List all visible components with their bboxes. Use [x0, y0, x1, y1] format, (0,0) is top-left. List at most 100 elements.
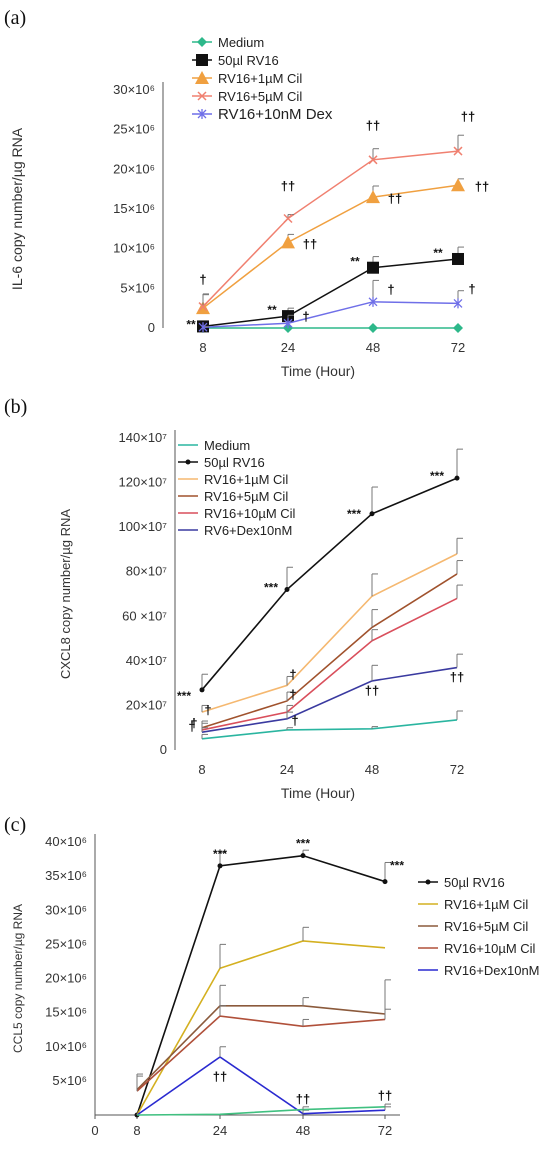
legend-label: RV16+1µM Cil: [204, 472, 288, 487]
panel-a: (a) 0 5×10⁶ 10×10⁶ 15×10⁶ 20×10⁶ 25×10⁶ 30×10⁶ 8…: [0, 0, 550, 385]
significance-label: **: [186, 317, 196, 331]
series-5: † †††††: [188, 653, 464, 734]
data-point: [368, 155, 378, 165]
legend-swatch-marker: [196, 54, 208, 66]
data-point: [199, 687, 205, 693]
series-3: †† †† ††: [198, 109, 475, 312]
legend-swatch-marker: [185, 459, 191, 465]
series-2: [201, 537, 463, 713]
series-line: [136, 1015, 386, 1092]
series-line: [202, 301, 459, 328]
significance-label: ††: [475, 179, 489, 194]
significance-label: †: [188, 719, 195, 734]
legend-label: RV16+10µM Cil: [204, 506, 296, 521]
y-tick-label: 100×10⁷: [119, 519, 168, 534]
series-line: [136, 940, 386, 1116]
y-tick-label: 5×10⁶: [120, 280, 155, 295]
y-tick-label: 5×10⁶: [52, 1073, 87, 1088]
series-line: [202, 150, 459, 308]
legend-label: Medium: [204, 438, 250, 453]
significance-label: ††: [365, 683, 379, 698]
series-line: [136, 1106, 386, 1116]
data-point: [453, 323, 463, 333]
y-tick-label: 0: [160, 742, 167, 757]
series-3: [201, 560, 463, 729]
series-4: † † †: [198, 279, 476, 333]
legend-swatch-marker: [195, 71, 209, 84]
data-point: [368, 296, 378, 307]
chart-cxcl8: (b) 0 20×10⁷ 40×10⁷ 60 ×10⁷ 80×10⁷ 100×10⁷ 120×…: [4, 396, 464, 801]
legend-label: RV16+1µM Cil: [218, 71, 302, 86]
legend-label: RV16+Dex10nM: [444, 963, 540, 978]
y-tick-label: 0: [148, 320, 155, 335]
chart-ccl5: (c) 5×10⁶ 10×10⁶ 15×10⁶ 20×10⁶ 25×10⁶ 30×10⁶ 35…: [4, 814, 540, 1138]
data-point: [453, 298, 463, 309]
y-tick-label: 10×10⁶: [45, 1039, 87, 1054]
y-tick-label: 20×10⁶: [45, 971, 87, 986]
y-tick-label: 40×10⁷: [126, 653, 168, 668]
data-point: [452, 252, 464, 265]
significance-label: ††: [366, 118, 380, 133]
x-tick-label: 24: [213, 1123, 227, 1138]
data-point: [284, 587, 290, 593]
legend-label: RV6+Dex10nM: [204, 523, 292, 538]
y-tick-label: 20×10⁶: [113, 161, 155, 176]
significance-label: **: [433, 246, 443, 260]
significance-label: ††: [303, 236, 317, 251]
significance-label: †: [289, 667, 296, 682]
series-1: ** ** ** **: [186, 246, 464, 333]
y-tick-label: 25×10⁶: [45, 936, 87, 951]
y-axis-title: IL-6 copy number/µg RNA: [9, 127, 25, 290]
significance-label: †: [190, 715, 197, 730]
legend-label: RV16+5µM Cil: [204, 489, 288, 504]
x-axis-title: Time (Hour): [281, 785, 355, 801]
chart-il6: (a) 0 5×10⁶ 10×10⁶ 15×10⁶ 20×10⁶ 25×10⁶ 30×10⁶ 8…: [4, 7, 489, 379]
panel-label: (a): [4, 7, 26, 29]
panel-label: (b): [4, 396, 27, 418]
series-line: [201, 477, 458, 691]
significance-label: †: [387, 282, 394, 297]
significance-label: ††: [388, 191, 402, 206]
data-point: [368, 323, 378, 333]
y-tick-label: 20×10⁷: [126, 697, 168, 712]
y-tick-label: 80×10⁷: [126, 564, 168, 579]
significance-label: ***: [430, 469, 444, 483]
legend-label: RV16+10µM Cil: [444, 941, 536, 956]
legend-swatch-marker: [197, 37, 207, 47]
data-point: [283, 318, 293, 329]
series-1: *** *** *** ***: [177, 448, 463, 703]
y-tick-label: 10×10⁶: [113, 241, 155, 256]
significance-label: **: [350, 255, 360, 269]
data-point: [217, 863, 223, 869]
legend-label: RV16+5µM Cil: [444, 919, 528, 934]
y-tick-label: 140×10⁷: [119, 430, 168, 445]
series-2: †††††††: [196, 178, 489, 315]
significance-label: †: [302, 309, 309, 324]
legend-label: 50µl RV16: [204, 455, 265, 470]
legend-label: 50µl RV16: [444, 875, 505, 890]
data-point: [198, 322, 208, 333]
series-5: [136, 1103, 391, 1116]
y-tick-label: 30×10⁶: [113, 82, 155, 97]
significance-label: ***: [264, 581, 278, 595]
significance-label: †: [291, 713, 298, 728]
y-tick-label: 15×10⁶: [45, 1005, 87, 1020]
series-2: [136, 979, 391, 1091]
series-line: [202, 184, 459, 309]
significance-label: ††: [281, 179, 295, 194]
x-tick-label: 8: [199, 340, 206, 355]
legend: Medium 50µl RV16 RV16+1µM Cil RV16+5µM Cil R…: [192, 35, 333, 123]
data-point: [367, 261, 379, 274]
x-tick-label: 48: [365, 762, 379, 777]
series-line: [136, 854, 386, 1116]
data-point: [198, 302, 208, 312]
significance-label: ***: [296, 837, 310, 851]
series-line: [136, 1056, 386, 1116]
data-point: [451, 178, 465, 192]
series-4: [201, 584, 463, 731]
legend: Medium 50µl RV16 RV16+1µM Cil RV16+5µM Cil R…: [178, 438, 296, 538]
x-tick-label: 48: [296, 1123, 310, 1138]
x-tick-label: 72: [451, 340, 465, 355]
panel-c: (c) 5×10⁶ 10×10⁶ 15×10⁶ 20×10⁶ 25×10⁶ 30×10⁶ 35…: [0, 805, 550, 1145]
series-0: [198, 323, 463, 333]
